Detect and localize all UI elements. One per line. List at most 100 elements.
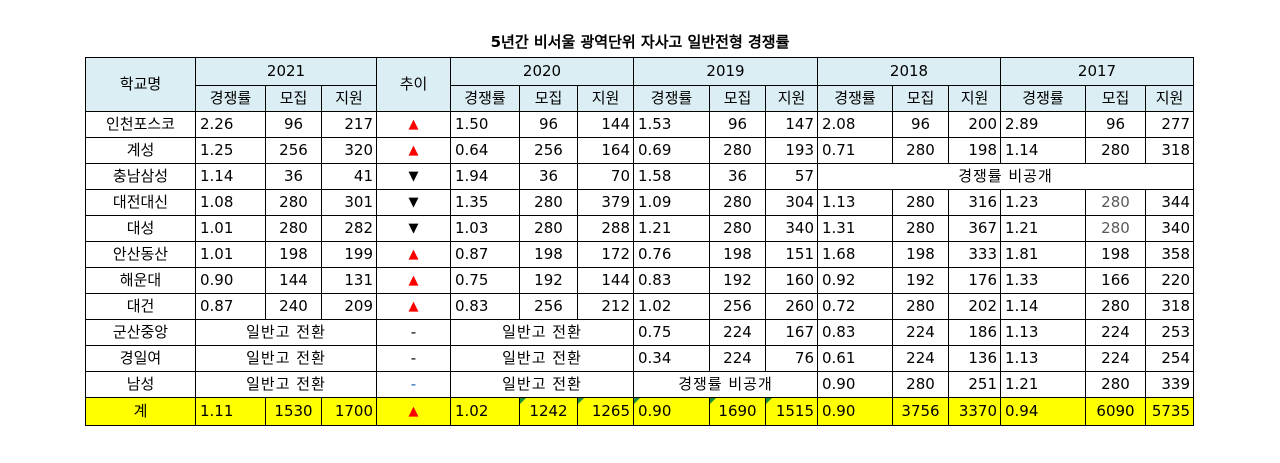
cell-rate: 0.72 [817,293,893,320]
cell-rate: 1.53 [633,111,710,138]
cell-quota: 280 [892,137,949,164]
cell-applicants: 1265 [577,397,634,426]
cell-rate: 0.90 [817,397,893,426]
subheader-rate: 경쟁률 [817,85,893,112]
cell-quota: 280 [265,189,322,216]
subheader-rate: 경쟁률 [633,85,710,112]
cell-applicants: 176 [948,267,1001,294]
trend-down-icon: ▼ [376,189,451,216]
cell-rate: 1.50 [450,111,520,138]
trend-up-icon: ▲ [376,397,451,426]
trend-none-dash: - [376,371,451,398]
cell-rate: 2.08 [817,111,893,138]
cell-rate: 1.21 [1000,215,1086,242]
cell-applicants: 164 [577,137,634,164]
table-row: 안산동산 1.01 198 199 ▲ 0.87 198 172 0.76 198 151 1.68 1… [85,241,1194,268]
subheader-quota: 모집 [709,85,766,112]
cell-rate: 1.14 [1000,293,1086,320]
cell-applicants: 254 [1145,345,1194,372]
cell-rate: 1.35 [450,189,520,216]
cell-quota: 224 [892,345,949,372]
table-row: 대전대신 1.08 280 301 ▼ 1.35 280 379 1.09 280 304 1.13 2… [85,189,1194,216]
cell-applicants: 318 [1145,137,1194,164]
table-row: 경일여 일반고 전환 - 일반고 전환 0.34 224 76 0.61 224 136 1.13 2… [85,345,1194,372]
cell-rate: 1.23 [1000,189,1086,216]
cell-applicants: 260 [765,293,818,320]
cell-applicants: 340 [1145,215,1194,242]
subheader-applicants: 지원 [1145,85,1194,112]
cell-rate: 1.68 [817,241,893,268]
cell-rate: 0.76 [633,241,710,268]
cell-applicants: 339 [1145,371,1194,398]
school-name: 남성 [85,371,196,398]
cell-quota: 192 [892,267,949,294]
cell-applicants: 304 [765,189,818,216]
school-name: 대성 [85,215,196,242]
cell-quota: 96 [519,111,578,138]
cell-quota: 198 [892,241,949,268]
table-title: 5년간 비서울 광역단위 자사고 일반전형 경쟁률 [490,33,790,51]
cell-quota: 96 [709,111,766,138]
cell-converted-note: 일반고 전환 [450,371,634,398]
cell-quota: 1530 [265,397,322,426]
cell-quota: 224 [1085,319,1146,346]
table-row: 군산중앙 일반고 전환 - 일반고 전환 0.75 224 167 0.83 224 186 1.1… [85,319,1194,346]
cell-rate: 1.08 [195,189,266,216]
trend-none-dash: - [376,319,451,346]
cell-applicants: 202 [948,293,1001,320]
cell-rate: 1.13 [1000,319,1086,346]
cell-quota: 198 [265,241,322,268]
cell-quota: 224 [709,319,766,346]
cell-quota: 1242 [519,397,578,426]
cell-applicants: 160 [765,267,818,294]
cell-quota: 36 [519,163,578,190]
cell-applicants: 277 [1145,111,1194,138]
cell-applicants: 5735 [1145,397,1194,426]
cell-quota: 198 [519,241,578,268]
cell-applicants: 358 [1145,241,1194,268]
cell-quota: 256 [519,293,578,320]
subheader-rate: 경쟁률 [450,85,520,112]
cell-applicants: 3370 [948,397,1001,426]
cell-rate: 1.02 [450,397,520,426]
trend-up-icon: ▲ [376,293,451,320]
cell-applicants: 253 [1145,319,1194,346]
table-row: 계성 1.25 256 320 ▲ 0.64 256 164 0.69 280 193 0.71 280… [85,137,1194,164]
cell-quota: 280 [1085,371,1146,398]
cell-applicants: 1515 [765,397,818,426]
cell-applicants: 301 [321,189,377,216]
cell-rate: 2.26 [195,111,266,138]
cell-rate: 1.25 [195,137,266,164]
cell-applicants: 1700 [321,397,377,426]
cell-applicants: 220 [1145,267,1194,294]
cell-quota: 192 [709,267,766,294]
table-row: 대성 1.01 280 282 ▼ 1.03 280 288 1.21 280 340 1.31 280… [85,215,1194,242]
cell-rate: 1.03 [450,215,520,242]
table-row: 충남삼성 1.14 36 41 ▼ 1.94 36 70 1.58 36 57 경쟁률 비공개 [85,163,1194,190]
cell-quota: 96 [1085,111,1146,138]
cell-quota: 280 [709,215,766,242]
cell-quota: 280 [265,215,322,242]
cell-quota: 144 [265,267,322,294]
header-year-2019: 2019 [633,57,818,86]
subheader-applicants: 지원 [765,85,818,112]
cell-rate: 1.11 [195,397,266,426]
cell-rate: 0.69 [633,137,710,164]
cell-rate: 0.87 [450,241,520,268]
cell-rate: 1.14 [1000,137,1086,164]
cell-rate: 0.90 [195,267,266,294]
subheader-quota: 모집 [1085,85,1146,112]
cell-quota: 198 [1085,241,1146,268]
cell-rate: 1.14 [195,163,266,190]
school-name: 해운대 [85,267,196,294]
cell-rate: 0.64 [450,137,520,164]
header-year-2018: 2018 [817,57,1001,86]
cell-applicants: 136 [948,345,1001,372]
competition-rate-table: 학교명 2021 추이 2020 2019 2018 2017 경쟁률 모집 지… [85,57,1194,426]
cell-rate: 1.13 [1000,345,1086,372]
cell-rate: 1.31 [817,215,893,242]
cell-applicants: 318 [1145,293,1194,320]
cell-quota: 280 [519,215,578,242]
cell-rate: 1.02 [633,293,710,320]
cell-rate: 1.21 [1000,371,1086,398]
